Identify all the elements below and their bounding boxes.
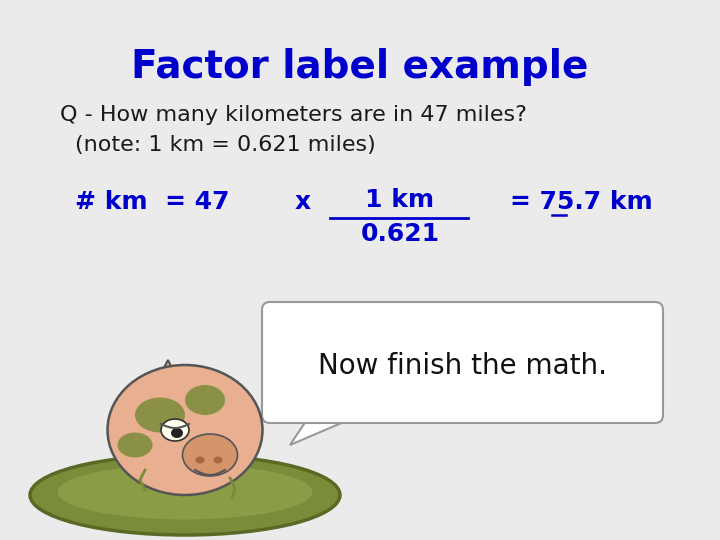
Text: Factor label example: Factor label example xyxy=(131,48,589,86)
Ellipse shape xyxy=(117,433,153,457)
Text: (note: 1 km = 0.621 miles): (note: 1 km = 0.621 miles) xyxy=(75,135,376,155)
Ellipse shape xyxy=(182,434,238,476)
Ellipse shape xyxy=(171,428,183,438)
Ellipse shape xyxy=(107,365,263,495)
Polygon shape xyxy=(290,415,360,445)
Text: Q - How many kilometers are in 47 miles?: Q - How many kilometers are in 47 miles? xyxy=(60,105,527,125)
Ellipse shape xyxy=(185,385,225,415)
Polygon shape xyxy=(155,360,180,385)
Text: x: x xyxy=(295,190,311,214)
Text: 1 km: 1 km xyxy=(366,188,435,212)
Text: # km  = 47: # km = 47 xyxy=(75,190,230,214)
Ellipse shape xyxy=(161,419,189,441)
Text: Now finish the math.: Now finish the math. xyxy=(318,352,607,380)
Ellipse shape xyxy=(30,455,340,535)
Ellipse shape xyxy=(58,464,312,519)
Ellipse shape xyxy=(196,456,204,463)
Ellipse shape xyxy=(214,456,222,463)
Text: = 75.7 km: = 75.7 km xyxy=(510,190,653,214)
Ellipse shape xyxy=(135,397,185,433)
FancyBboxPatch shape xyxy=(262,302,663,423)
Text: 0.621: 0.621 xyxy=(361,222,440,246)
